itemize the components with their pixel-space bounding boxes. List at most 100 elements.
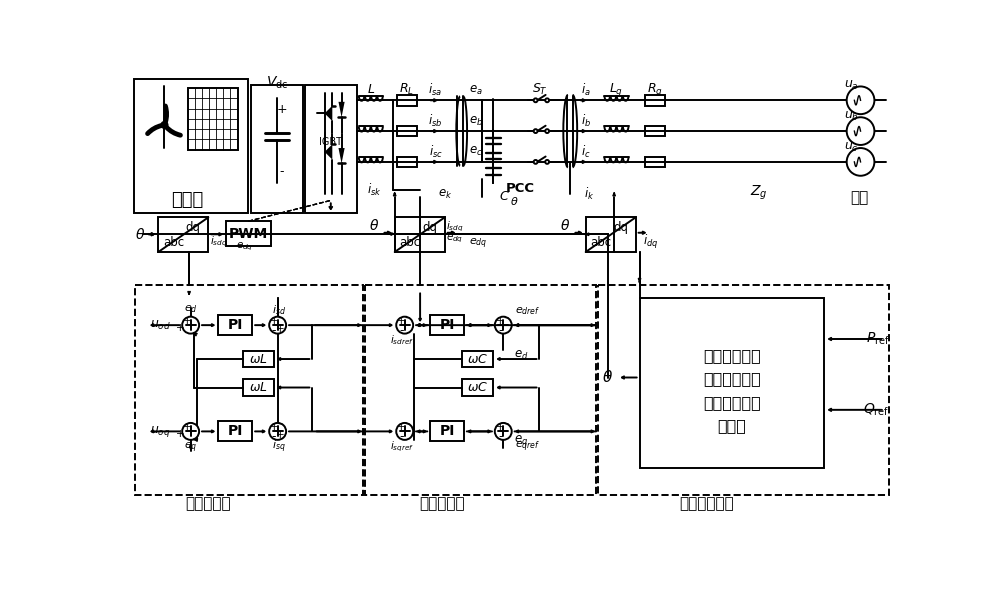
Text: -: - <box>278 418 282 432</box>
Text: +: + <box>276 430 285 440</box>
Bar <box>226 221 271 246</box>
Text: PI: PI <box>439 318 455 332</box>
Text: $L$: $L$ <box>367 83 375 96</box>
Text: $e_{dq}$: $e_{dq}$ <box>469 237 487 252</box>
Bar <box>251 85 303 214</box>
Bar <box>188 88 238 150</box>
Text: $e_d$: $e_d$ <box>514 349 529 362</box>
Text: -: - <box>272 430 276 443</box>
Text: -: - <box>272 324 276 337</box>
Text: 转动、励磁电: 转动、励磁电 <box>703 395 761 410</box>
Text: +: + <box>176 323 185 333</box>
Bar <box>645 126 665 137</box>
Text: +: + <box>183 316 192 326</box>
Text: $V_{\rm dc}$: $V_{\rm dc}$ <box>266 75 289 91</box>
Circle shape <box>269 423 286 440</box>
Circle shape <box>847 148 874 176</box>
Circle shape <box>269 317 286 334</box>
Text: PWM: PWM <box>229 227 268 240</box>
Bar <box>462 350 493 368</box>
Bar <box>135 285 363 494</box>
Bar <box>645 156 665 168</box>
Circle shape <box>495 317 512 334</box>
Text: $e_{dref}$: $e_{dref}$ <box>515 305 540 317</box>
Bar <box>243 350 274 368</box>
Text: PCC: PCC <box>506 182 535 195</box>
Bar <box>397 95 417 106</box>
Text: 电网: 电网 <box>850 191 868 205</box>
Text: $\theta$: $\theta$ <box>135 227 145 242</box>
Text: $C$: $C$ <box>499 190 510 203</box>
Bar <box>397 126 417 137</box>
Text: $u_{od}$: $u_{od}$ <box>150 318 171 332</box>
Text: dq: dq <box>186 221 201 233</box>
Text: $i_k$: $i_k$ <box>584 186 595 202</box>
Circle shape <box>534 98 538 102</box>
Text: dq: dq <box>613 221 628 233</box>
Text: +: + <box>397 316 406 326</box>
Text: +: + <box>183 422 192 432</box>
Text: $i_{sb}$: $i_{sb}$ <box>428 113 443 129</box>
Text: $\theta$: $\theta$ <box>560 217 570 233</box>
Text: $u_c$: $u_c$ <box>844 141 859 154</box>
Text: 新能源: 新能源 <box>171 191 204 210</box>
Bar <box>243 379 274 396</box>
Circle shape <box>545 98 549 102</box>
Text: $\omega L$: $\omega L$ <box>249 381 268 394</box>
Circle shape <box>495 423 512 440</box>
Bar <box>158 217 208 252</box>
Text: $P_{\rm ref}$: $P_{\rm ref}$ <box>866 331 890 347</box>
Text: -: - <box>405 418 409 432</box>
Text: $i_b$: $i_b$ <box>581 113 591 129</box>
Text: $e_{qref}$: $e_{qref}$ <box>515 440 540 454</box>
Text: IGBT: IGBT <box>319 137 342 147</box>
Polygon shape <box>338 102 345 117</box>
Text: $e_{dq}$: $e_{dq}$ <box>446 233 463 245</box>
Bar <box>430 422 464 442</box>
Circle shape <box>847 86 874 114</box>
Text: $i_{sa}$: $i_{sa}$ <box>428 82 443 98</box>
Text: $i_{sd}$: $i_{sd}$ <box>272 303 286 317</box>
Polygon shape <box>325 144 332 160</box>
Text: $u_a$: $u_a$ <box>844 79 859 92</box>
Polygon shape <box>325 106 332 121</box>
Text: 磁链、电压、: 磁链、电压、 <box>703 349 761 363</box>
Bar <box>305 85 357 214</box>
Circle shape <box>847 117 874 145</box>
Text: abc: abc <box>590 236 611 249</box>
Text: $i_{sdq}$: $i_{sdq}$ <box>446 220 464 234</box>
Text: +: + <box>496 422 504 432</box>
Text: $e_q$: $e_q$ <box>514 433 528 448</box>
Text: 电压控制环: 电压控制环 <box>419 496 464 511</box>
Text: $Q_{\rm ref}$: $Q_{\rm ref}$ <box>863 401 890 418</box>
Text: +: + <box>397 422 406 432</box>
Text: $i_{sdq}$: $i_{sdq}$ <box>210 235 227 249</box>
Text: 流方程: 流方程 <box>718 418 746 433</box>
Text: $e_a$: $e_a$ <box>469 83 482 97</box>
Circle shape <box>182 317 199 334</box>
Text: $R_L$: $R_L$ <box>399 82 415 97</box>
Bar <box>134 79 248 214</box>
Text: $\omega L$: $\omega L$ <box>249 352 268 365</box>
Text: $i_{sqref}$: $i_{sqref}$ <box>390 440 414 454</box>
Text: abc: abc <box>399 236 420 249</box>
Bar <box>365 285 596 494</box>
Text: -: - <box>498 430 502 443</box>
Text: -: - <box>399 430 404 443</box>
Text: $i_{sdref}$: $i_{sdref}$ <box>390 334 414 348</box>
Text: -: - <box>399 324 404 337</box>
Text: $i_{sq}$: $i_{sq}$ <box>272 439 286 455</box>
Polygon shape <box>338 148 345 163</box>
Text: +: + <box>270 316 279 326</box>
Text: abc: abc <box>163 236 184 249</box>
Text: $Z_g$: $Z_g$ <box>750 184 768 202</box>
Bar <box>586 217 636 252</box>
Text: +: + <box>276 324 285 334</box>
Text: $S_T$: $S_T$ <box>532 82 547 97</box>
Text: $\theta$: $\theta$ <box>510 195 518 207</box>
Circle shape <box>545 129 549 133</box>
Text: $i_{sk}$: $i_{sk}$ <box>367 182 381 198</box>
Text: $L_g$: $L_g$ <box>609 81 624 98</box>
Text: 简化电机模型: 简化电机模型 <box>679 496 734 511</box>
Text: -: - <box>503 418 508 432</box>
